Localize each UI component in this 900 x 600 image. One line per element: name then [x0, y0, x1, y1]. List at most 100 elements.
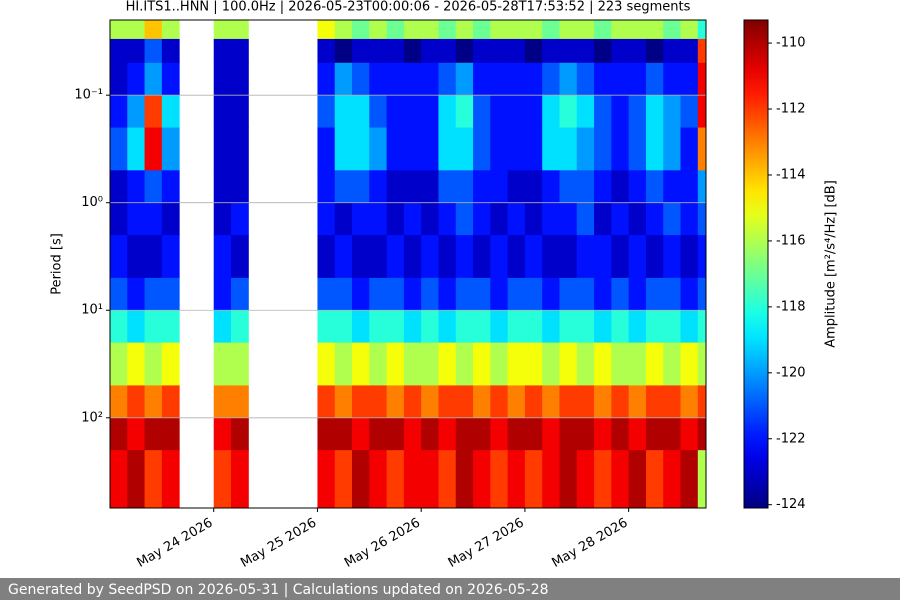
heatmap-cell: [231, 385, 249, 419]
heatmap-cell: [231, 202, 249, 236]
heatmap-cell: [231, 235, 249, 279]
heatmap-cell: [576, 95, 595, 129]
heatmap-cell: [507, 127, 526, 171]
heatmap-cell: [317, 277, 336, 311]
heatmap-cell: [352, 38, 370, 64]
heatmap-cell: [645, 170, 664, 204]
heatmap-cell: [334, 202, 353, 236]
heatmap-cell: [559, 202, 578, 236]
heatmap-cell: [594, 385, 612, 419]
heatmap-cell: [559, 450, 578, 508]
heatmap-cell: [127, 170, 146, 204]
y-tick-label: 10⁻¹: [74, 88, 103, 103]
heatmap-cell: [161, 342, 180, 386]
heatmap-cell: [524, 310, 543, 344]
heatmap-cell: [576, 417, 595, 451]
heatmap-cell: [559, 235, 578, 279]
heatmap-cell: [369, 20, 388, 40]
heatmap-cell: [421, 62, 439, 96]
heatmap-cell: [455, 417, 474, 451]
heatmap-cell: [455, 385, 474, 419]
heatmap-cell: [473, 127, 491, 171]
heatmap-cell: [559, 417, 578, 451]
heatmap-cell: [110, 127, 128, 171]
heatmap-cell: [213, 310, 232, 344]
heatmap-cell: [542, 202, 560, 236]
heatmap-cell: [334, 342, 353, 386]
heatmap-cell: [628, 20, 647, 40]
heatmap-cell: [680, 202, 699, 236]
heatmap-cell: [628, 127, 647, 171]
heatmap-cell: [542, 38, 560, 64]
heatmap-cell: [524, 38, 543, 64]
heatmap-cell: [386, 385, 405, 419]
heatmap-cell: [576, 277, 595, 311]
heatmap-cell: [490, 450, 509, 508]
heatmap-cell: [455, 62, 474, 96]
colorbar-tick-label: -122: [776, 431, 806, 446]
heatmap-cell: [628, 310, 647, 344]
heatmap-cell: [317, 450, 336, 508]
heatmap-cell: [421, 310, 439, 344]
heatmap-cell: [403, 20, 422, 40]
heatmap-cell: [369, 127, 388, 171]
heatmap-cell: [438, 385, 457, 419]
heatmap-cell: [110, 20, 128, 40]
heatmap-cell: [369, 38, 388, 64]
heatmap-cell: [663, 20, 682, 40]
heatmap-cell: [213, 202, 232, 236]
heatmap-cell: [110, 38, 128, 64]
heatmap-cell: [438, 450, 457, 508]
heatmap-cell: [386, 277, 405, 311]
heatmap-cell: [369, 385, 388, 419]
heatmap-cell: [490, 277, 509, 311]
heatmap-cell: [490, 20, 509, 40]
heatmap-cell: [386, 38, 405, 64]
heatmap-cell: [542, 385, 560, 419]
heatmap-cell: [663, 38, 682, 64]
heatmap-cell: [110, 310, 128, 344]
heatmap-cell: [231, 450, 249, 508]
heatmap-cell: [110, 417, 128, 451]
heatmap-cell: [386, 235, 405, 279]
heatmap-cell: [213, 277, 232, 311]
heatmap-cell: [663, 62, 682, 96]
heatmap-cell: [369, 342, 388, 386]
heatmap-cell: [403, 38, 422, 64]
heatmap-cell: [576, 385, 595, 419]
x-tick-label: May 28 2026: [549, 516, 630, 571]
heatmap-cell: [507, 38, 526, 64]
heatmap-cell: [697, 95, 706, 129]
heatmap-cell: [317, 95, 336, 129]
heatmap-cell: [680, 385, 699, 419]
heatmap-cell: [628, 235, 647, 279]
heatmap-cell: [645, 277, 664, 311]
heatmap-cell: [507, 310, 526, 344]
heatmap-cell: [161, 95, 180, 129]
heatmap-cell: [559, 277, 578, 311]
heatmap-cell: [403, 385, 422, 419]
heatmap-cell: [421, 95, 439, 129]
heatmap-cell: [697, 385, 706, 419]
heatmap-cell: [421, 417, 439, 451]
heatmap-cell: [490, 127, 509, 171]
heatmap-cell: [697, 38, 706, 64]
heatmap-cell: [645, 235, 664, 279]
heatmap-cell: [473, 20, 491, 40]
heatmap-cell: [645, 38, 664, 64]
heatmap-cell: [455, 277, 474, 311]
heatmap-cell: [594, 310, 612, 344]
heatmap-cell: [697, 62, 706, 96]
heatmap-cell: [438, 202, 457, 236]
heatmap-cell: [473, 277, 491, 311]
heatmap-cell: [421, 235, 439, 279]
heatmap-cell: [334, 20, 353, 40]
heatmap-cell: [144, 202, 163, 236]
heatmap-cell: [144, 450, 163, 508]
heatmap-cell: [490, 235, 509, 279]
heatmap-cell: [524, 62, 543, 96]
heatmap-cell: [645, 342, 664, 386]
heatmap-cell: [559, 20, 578, 40]
heatmap-cell: [455, 310, 474, 344]
